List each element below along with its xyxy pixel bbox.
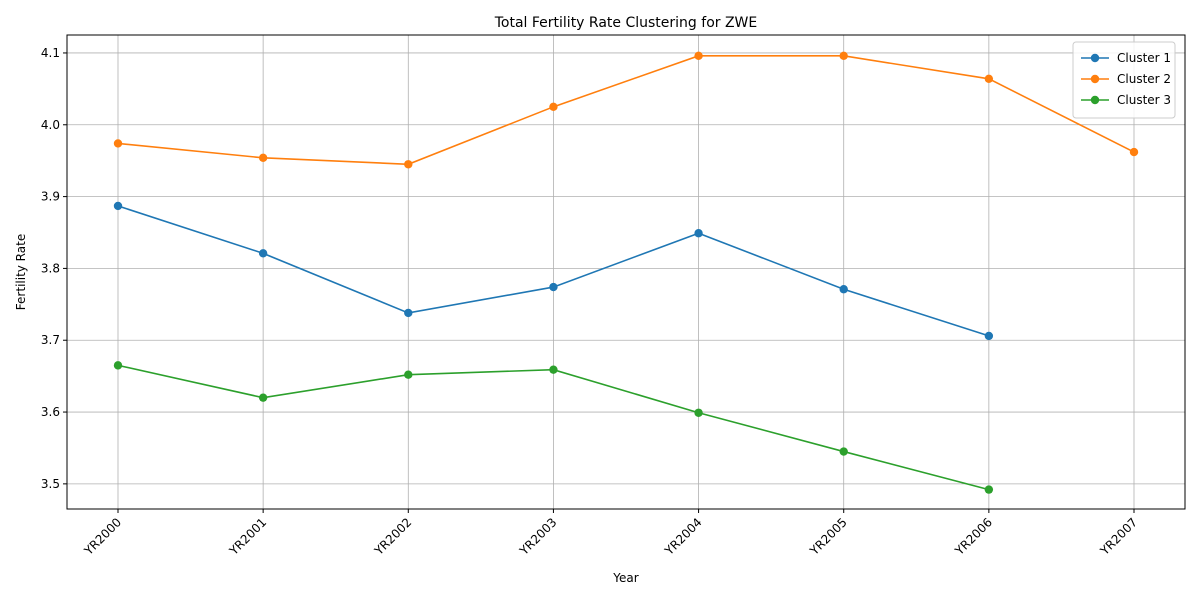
data-point-cluster-1 <box>549 282 558 292</box>
legend-label: Cluster 2 <box>1117 72 1171 86</box>
y-tick-label: 3.9 <box>41 190 60 204</box>
data-point-cluster-2 <box>404 160 413 169</box>
plot-frame <box>66 34 1186 510</box>
data-point-cluster-1 <box>694 229 703 238</box>
legend: Cluster 1 Cluster 2 Cluster 3 <box>1072 41 1176 119</box>
series-line-cluster-2 <box>117 55 1135 166</box>
data-point-cluster-2 <box>549 102 558 112</box>
series-layer <box>113 51 1139 494</box>
y-tick-label: 3.5 <box>41 477 60 491</box>
y-axis-label: Fertility Rate <box>14 234 28 310</box>
data-point-cluster-3 <box>258 393 268 402</box>
y-tick-label: 4.1 <box>41 46 60 60</box>
data-point-cluster-3 <box>984 485 994 494</box>
y-tick-label: 4.0 <box>41 118 60 132</box>
data-point-cluster-2 <box>694 51 703 61</box>
data-point-cluster-2 <box>839 51 848 61</box>
legend-marker <box>1090 53 1100 63</box>
legend-label: Cluster 3 <box>1117 93 1171 107</box>
data-point-cluster-1 <box>404 308 413 318</box>
data-point-cluster-1 <box>258 249 268 258</box>
data-point-cluster-3 <box>113 361 123 370</box>
data-point-cluster-1 <box>839 285 848 294</box>
data-point-cluster-2 <box>984 74 994 84</box>
data-point-cluster-3 <box>839 447 848 456</box>
data-point-cluster-2 <box>1129 147 1139 157</box>
legend-label: Cluster 1 <box>1117 51 1171 65</box>
data-point-cluster-3 <box>404 370 413 379</box>
data-point-cluster-2 <box>113 139 123 148</box>
data-point-cluster-3 <box>694 408 703 417</box>
data-point-cluster-2 <box>258 153 268 163</box>
x-axis-label: Year <box>612 571 638 585</box>
legend-marker <box>1090 95 1100 105</box>
chart-title: Total Fertility Rate Clustering for ZWE <box>494 15 758 31</box>
y-tick-label: 3.8 <box>41 261 60 275</box>
data-point-cluster-1 <box>113 201 123 211</box>
y-tick-label: 3.6 <box>41 405 60 419</box>
legend-marker <box>1090 74 1100 84</box>
data-point-cluster-3 <box>549 365 558 374</box>
data-point-cluster-1 <box>984 331 994 341</box>
y-tick-label: 3.7 <box>41 333 60 347</box>
